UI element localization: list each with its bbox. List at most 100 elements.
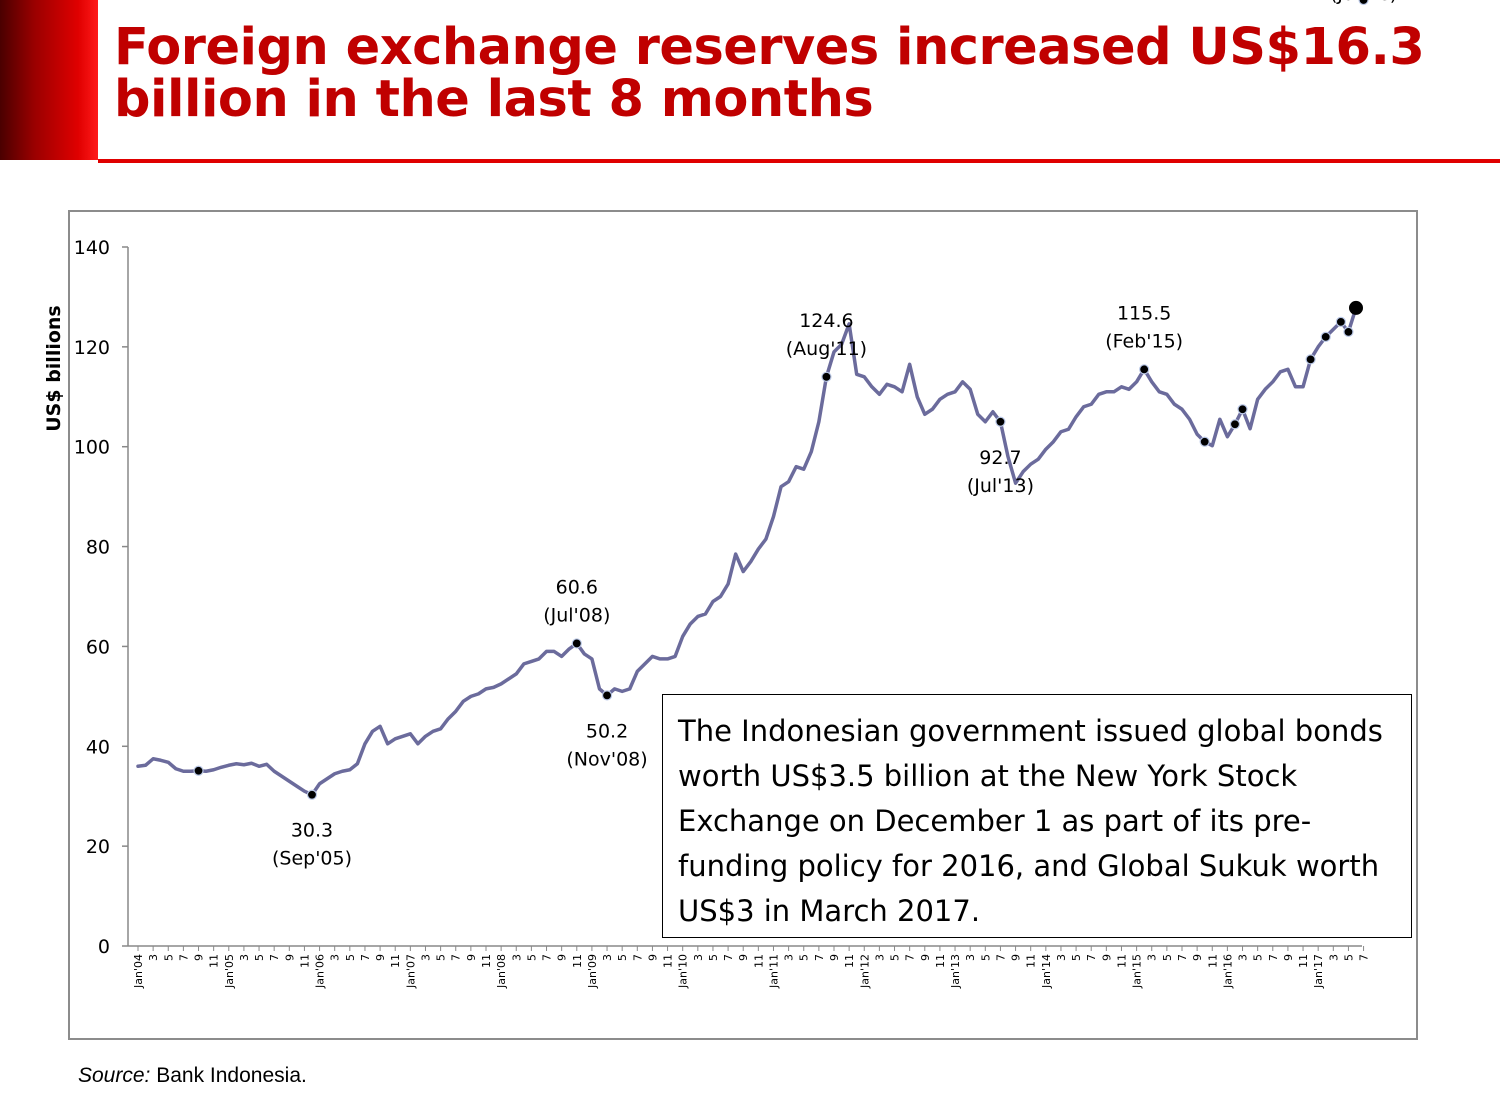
x-tick-label: Jan'07 xyxy=(404,954,417,989)
annotation-date: (Aug'11) xyxy=(786,338,867,360)
data-point-marker xyxy=(1349,300,1363,315)
title-divider xyxy=(98,159,1500,163)
x-tick-label: Jan'17 xyxy=(1312,954,1325,989)
data-point-marker xyxy=(1305,354,1316,365)
x-tick-label: 5 xyxy=(1161,954,1174,961)
x-tick-label: Jan'08 xyxy=(495,954,508,989)
x-tick-label: 5 xyxy=(435,954,448,961)
x-tick-label: 3 xyxy=(601,954,614,961)
x-tick-label: 9 xyxy=(828,954,841,961)
data-point-marker xyxy=(1358,0,1369,6)
x-tick-label: 11 xyxy=(480,954,493,968)
page-title: Foreign exchange reserves increased US$1… xyxy=(114,18,1425,129)
data-point-marker xyxy=(1199,436,1210,447)
x-tick-label: 5 xyxy=(525,954,538,961)
x-tick-label: 3 xyxy=(1237,954,1250,961)
x-tick-label: Jan'13 xyxy=(949,954,962,989)
data-point-marker xyxy=(306,789,318,800)
x-tick-label: 11 xyxy=(843,954,856,968)
x-tick-label: 9 xyxy=(1191,954,1204,961)
x-tick-label: 7 xyxy=(904,954,917,961)
source-note: Source: Bank Indonesia. xyxy=(78,1064,307,1088)
x-tick-label: Jan'06 xyxy=(314,954,327,989)
data-point-marker xyxy=(821,371,832,382)
x-tick-label: 9 xyxy=(283,954,296,961)
annotation-value: 50.2 xyxy=(586,720,628,742)
x-tick-label: 7 xyxy=(450,954,463,961)
x-tick-label: 11 xyxy=(662,954,675,968)
x-tick-label: 3 xyxy=(964,954,977,961)
y-tick-label: 100 xyxy=(74,437,110,459)
x-tick-label: 9 xyxy=(1010,954,1023,961)
annotation-date: (Feb'15) xyxy=(1105,330,1183,352)
x-tick-label: 7 xyxy=(268,954,281,961)
x-tick-label: 3 xyxy=(1327,954,1340,961)
data-point-marker xyxy=(1139,364,1150,375)
x-tick-label: 5 xyxy=(616,954,629,961)
x-tick-label: 11 xyxy=(571,954,584,968)
x-tick-label: 7 xyxy=(722,954,735,961)
annotation-value: 92.7 xyxy=(979,447,1021,469)
x-tick-label: 9 xyxy=(193,954,206,961)
x-tick-label: 5 xyxy=(1070,954,1083,961)
x-tick-label: 9 xyxy=(1100,954,1113,961)
y-tick-label: 20 xyxy=(86,836,110,858)
x-tick-label: 7 xyxy=(1176,954,1189,961)
x-tick-label: 7 xyxy=(359,954,372,961)
x-tick-label: Jan'11 xyxy=(767,954,780,989)
data-point-marker xyxy=(1229,419,1241,430)
y-tick-label: 140 xyxy=(74,237,110,259)
annotation-value: 60.6 xyxy=(556,576,598,598)
x-tick-label: Jan'10 xyxy=(677,954,690,989)
x-tick-label: 11 xyxy=(208,954,221,968)
annotation-date: (Jul'13) xyxy=(967,475,1034,497)
x-tick-label: 3 xyxy=(238,954,251,961)
x-tick-label: 5 xyxy=(798,954,811,961)
x-tick-label: 9 xyxy=(465,954,478,961)
x-tick-label: 3 xyxy=(329,954,342,961)
x-tick-label: 3 xyxy=(783,954,796,961)
data-point-marker xyxy=(601,690,613,701)
annotation-value: 115.5 xyxy=(1117,302,1171,324)
x-tick-label: 5 xyxy=(889,954,902,961)
data-point-marker xyxy=(571,638,582,649)
x-tick-label: Jan'14 xyxy=(1040,954,1053,989)
data-point-marker xyxy=(995,416,1006,427)
x-tick-label: 11 xyxy=(1206,954,1219,968)
x-tick-label: 9 xyxy=(1282,954,1295,961)
annotation-value: 124.6 xyxy=(799,310,853,332)
x-tick-label: 11 xyxy=(298,954,311,968)
y-tick-label: 40 xyxy=(86,736,110,758)
chart-frame xyxy=(68,210,1418,1040)
x-tick-label: Jan'12 xyxy=(858,954,871,989)
x-tick-label: 3 xyxy=(510,954,523,961)
x-tick-label: 9 xyxy=(919,954,932,961)
x-tick-label: 11 xyxy=(752,954,765,968)
x-tick-label: Jan'15 xyxy=(1131,954,1144,989)
source-label: Source: xyxy=(78,1064,151,1087)
x-tick-label: 9 xyxy=(374,954,387,961)
x-tick-label: 3 xyxy=(1055,954,1068,961)
title-accent-bar xyxy=(0,0,98,160)
x-tick-label: Jan'09 xyxy=(586,954,599,989)
y-tick-label: 120 xyxy=(74,337,110,359)
x-tick-label: 3 xyxy=(419,954,432,961)
x-tick-label: 7 xyxy=(177,954,190,961)
x-tick-label: 3 xyxy=(692,954,705,961)
annotation-date: (Sep'05) xyxy=(272,848,352,870)
x-tick-label: 7 xyxy=(541,954,554,961)
x-tick-label: 11 xyxy=(1115,954,1128,968)
x-tick-label: 7 xyxy=(631,954,644,961)
x-tick-label: Jan'16 xyxy=(1221,954,1234,989)
x-tick-label: 5 xyxy=(162,954,175,961)
x-tick-label: 5 xyxy=(344,954,357,961)
annotation-date: (Nov'08) xyxy=(566,748,647,770)
x-tick-label: 5 xyxy=(253,954,266,961)
data-point-marker xyxy=(193,765,204,776)
annotation-value: 127.8 xyxy=(1336,0,1390,5)
x-tick-label: 7 xyxy=(813,954,826,961)
y-axis-label: US$ billions xyxy=(43,305,65,432)
y-tick-label: 80 xyxy=(86,537,110,559)
bond-issuance-callout: The Indonesian government issued global … xyxy=(662,694,1412,938)
x-tick-label: Jan'05 xyxy=(223,954,236,989)
